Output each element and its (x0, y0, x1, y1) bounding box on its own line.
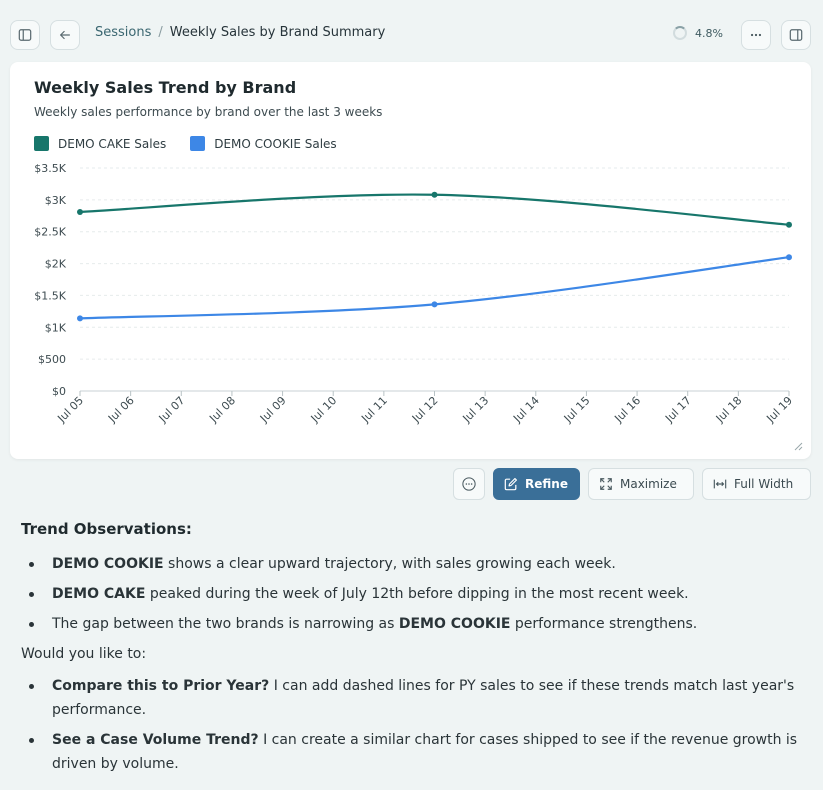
right-panel-icon (789, 29, 803, 41)
bold-text: DEMO COOKIE (52, 556, 164, 572)
spinner-icon (673, 26, 687, 40)
maximize-button[interactable]: Maximize (588, 468, 694, 500)
bold-text: Compare this to Prior Year? (52, 678, 270, 694)
series-line-cookie (79, 256, 790, 320)
x-tick-label: Jul 16 (612, 394, 644, 426)
y-tick-label: $2.5K (34, 226, 66, 239)
x-tick-label: Jul 15 (561, 394, 593, 426)
more-actions-button[interactable] (453, 468, 485, 500)
page-title: Weekly Sales by Brand Summary (169, 25, 386, 40)
y-tick-label: $0 (52, 385, 66, 398)
refine-label: Refine (525, 477, 568, 491)
top-bar: Sessions / Weekly Sales by Brand Summary… (0, 0, 823, 70)
data-point (77, 208, 83, 215)
bold-text: See a Case Volume Trend? (52, 732, 259, 748)
x-tick-label: Jul 06 (105, 394, 137, 426)
list-item-text: The gap between the two brands is narrow… (52, 616, 399, 632)
y-tick-label: $1.5K (34, 289, 66, 302)
x-tick-label: Jul 08 (206, 394, 238, 426)
x-tick-label: Jul 05 (54, 394, 86, 426)
list-item: The gap between the two brands is narrow… (21, 612, 801, 636)
x-tick-label: Jul 07 (156, 394, 188, 426)
refine-button[interactable]: Refine (493, 468, 580, 500)
x-tick-label: Jul 14 (510, 394, 542, 426)
list-item: DEMO CAKE peaked during the week of July… (21, 582, 801, 606)
data-point (431, 301, 438, 308)
x-tick-label: Jul 18 (713, 394, 745, 426)
list-item-text: shows a clear upward trajectory, with sa… (163, 556, 616, 572)
legend-label-cookie: DEMO COOKIE Sales (214, 136, 337, 151)
ellipsis-icon (750, 33, 762, 37)
more-circle-icon (462, 477, 476, 491)
edit-icon (504, 478, 517, 491)
back-button[interactable] (50, 20, 80, 50)
chart-subtitle: Weekly sales performance by brand over t… (34, 105, 383, 119)
legend-swatch-cookie (190, 136, 206, 151)
y-tick-label: $3.5K (34, 162, 66, 175)
series-line-cake (79, 193, 790, 226)
legend-swatch-cake (34, 136, 49, 151)
x-tick-label: Jul 11 (358, 394, 390, 426)
observations-heading: Trend Observations: (21, 520, 192, 538)
chart-legend: DEMO CAKE Sales DEMO COOKIE Sales (34, 136, 337, 151)
x-tick-label: Jul 19 (763, 394, 795, 426)
question-text: Would you like to: (21, 646, 147, 662)
x-tick-label: Jul 17 (662, 394, 694, 426)
list-item: DEMO COOKIE shows a clear upward traject… (21, 552, 801, 576)
list-item: See a Case Volume Trend? I can create a … (21, 728, 801, 776)
options-list: Compare this to Prior Year? I can add da… (21, 674, 801, 776)
full-width-button[interactable]: Full Width (702, 468, 811, 500)
data-point (786, 221, 792, 228)
list-item-text: I can create a similar chart for cases s… (52, 732, 798, 772)
breadcrumb-sessions-link[interactable]: Sessions (95, 25, 152, 40)
list-item-text: I can add dashed lines for PY sales to s… (52, 678, 795, 718)
chart-card: Weekly Sales Trend by Brand Weekly sales… (10, 62, 811, 459)
data-point (431, 191, 438, 198)
breadcrumb: Sessions / Weekly Sales by Brand Summary (95, 25, 385, 40)
y-tick-label: $1K (45, 321, 67, 334)
list-item: Compare this to Prior Year? I can add da… (21, 674, 801, 722)
right-panel-toggle-button[interactable] (781, 20, 811, 50)
more-options-button[interactable] (741, 20, 771, 50)
y-tick-label: $2K (45, 258, 67, 271)
sidebar-panel-icon (18, 29, 32, 41)
breadcrumb-separator: / (158, 25, 163, 40)
sidebar-toggle-button[interactable] (10, 20, 40, 50)
legend-item-cake[interactable]: DEMO CAKE Sales (34, 136, 166, 151)
bold-text: DEMO COOKIE (398, 616, 511, 632)
maximize-icon (600, 478, 612, 490)
chart-actions: Refine Maximize Full Width (0, 468, 823, 500)
data-point (77, 315, 83, 322)
resize-handle-icon[interactable] (794, 442, 803, 451)
line-chart: $0 $500 $1K $1.5K $2K $2.5K $3K $3.5K Jul 05 Jul … (34, 162, 795, 426)
y-tick-label: $3K (45, 194, 67, 207)
progress-text: 4.8% (695, 26, 723, 40)
x-tick-label: Jul 09 (257, 394, 289, 426)
x-tick-label: Jul 10 (308, 394, 340, 426)
legend-item-cookie[interactable]: DEMO COOKIE Sales (190, 136, 337, 151)
y-tick-label: $500 (38, 353, 66, 366)
list-item-text: performance strengthens. (510, 616, 698, 632)
assistant-message: Trend Observations: DEMO COOKIE shows a … (21, 520, 801, 782)
progress-indicator: 4.8% (673, 26, 723, 40)
bold-text: DEMO CAKE (52, 586, 146, 602)
list-item-text: peaked during the week of July 12th befo… (145, 586, 689, 602)
x-tick-label: Jul 13 (460, 394, 492, 426)
maximize-label: Maximize (620, 477, 677, 491)
x-tick-label: Jul 12 (409, 394, 441, 426)
chart-title: Weekly Sales Trend by Brand (34, 78, 297, 97)
full-width-icon (713, 479, 727, 489)
data-point (786, 254, 792, 261)
arrow-left-icon (60, 30, 70, 40)
observations-list: DEMO COOKIE shows a clear upward traject… (21, 552, 801, 636)
legend-label-cake: DEMO CAKE Sales (58, 136, 167, 151)
full-width-label: Full Width (734, 477, 794, 491)
